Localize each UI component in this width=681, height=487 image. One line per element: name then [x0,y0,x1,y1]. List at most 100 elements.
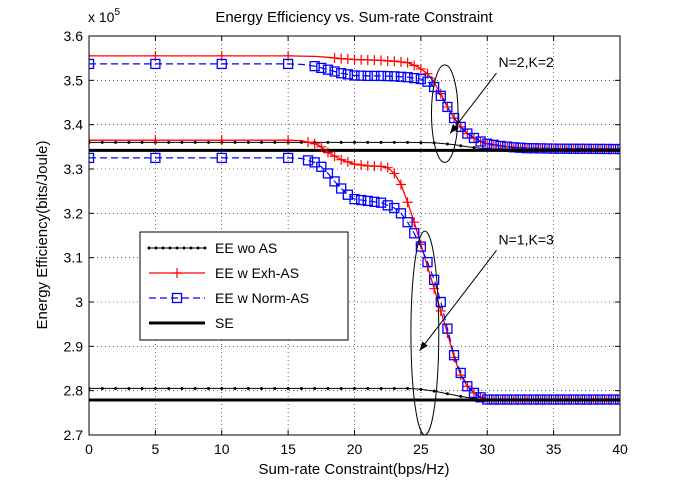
legend-marker [171,292,183,304]
series-marker [362,195,373,207]
series-marker [442,101,453,112]
series-marker [369,196,380,207]
series-marker [355,194,367,206]
series-marker [395,71,407,82]
legend-marker [147,246,151,250]
annotation-arrow [419,250,497,352]
legend-marker [168,246,172,250]
series-marker [409,72,420,84]
series-marker [329,151,340,162]
legend-marker [175,246,179,250]
series-marker [127,386,131,390]
series-marker [260,140,264,144]
x-tick-label: 30 [479,441,495,457]
series-marker [402,197,413,208]
series-marker [548,143,559,154]
series-marker [180,140,184,144]
series-marker [455,121,466,133]
series-marker [316,141,327,152]
series-marker [303,137,314,148]
series-marker [389,71,400,82]
chart-title: Energy Efficiency vs. Sum-rate Constrain… [215,9,493,26]
legend-label: SE [215,315,234,331]
series-marker [435,88,446,99]
series-marker [283,135,294,146]
series-marker [273,140,277,144]
series-marker [246,386,250,390]
series-marker [445,142,449,146]
series-marker [462,381,473,392]
x-tick-label: 0 [85,441,93,457]
legend-marker [203,246,207,250]
annotation-arrowhead [450,124,459,134]
series-marker [322,168,334,179]
series-marker [472,146,476,150]
series-marker [140,386,144,390]
legend-marker [172,268,182,278]
legend-label: EE wo AS [215,240,277,256]
legend-entry-0: EE wo AS [147,240,277,256]
series-marker [415,63,426,74]
series-marker [581,143,592,154]
legend-label: EE w Norm-AS [215,290,309,306]
y-multiplier: x 105 [88,7,120,25]
series-marker [366,386,370,390]
series-marker [89,58,95,70]
series-marker [216,58,227,70]
series-marker [114,386,118,390]
series-marker [448,112,460,124]
y-axis-label: Energy Efficiency(bits/Joule) [34,141,51,330]
series-marker [419,141,423,145]
legend-marker [182,246,186,250]
series-marker [349,193,360,205]
series-marker [462,381,473,392]
series-marker [449,352,460,363]
x-tick-label: 35 [546,441,562,457]
series-marker [216,152,227,164]
series-marker [114,140,118,144]
series-marker [389,168,400,179]
y-multiplier-base: x 10 [88,9,115,25]
series-marker [376,161,387,172]
series-marker [216,135,227,146]
y-tick-label: 2.7 [64,427,84,443]
series-marker [246,140,250,144]
series-marker [382,200,393,211]
series-marker [415,241,427,252]
legend-marker [161,246,165,250]
series-marker [167,140,171,144]
x-tick-label: 25 [413,441,429,457]
series-marker [392,140,396,144]
y-tick-label: 3 [75,294,83,310]
series-marker [299,140,303,144]
x-tick-label: 40 [612,441,628,457]
series-marker [409,60,420,71]
annotation-arrow [449,72,497,134]
series-marker [568,143,579,154]
series-marker [366,140,370,144]
series-marker [342,69,354,80]
series-marker [382,162,393,173]
series-marker [193,140,197,144]
series-marker [100,386,104,390]
series-layer [89,50,620,405]
series-marker [482,138,493,149]
series-marker [89,152,95,164]
series-marker [206,386,210,390]
series-marker [475,136,486,147]
x-tick-label: 20 [347,441,363,457]
legend-label: EE w Exh-AS [215,265,299,281]
series-marker [329,52,340,63]
series-marker [89,50,94,61]
series-marker [392,386,396,390]
y-tick-label: 2.9 [64,338,84,354]
series-marker [326,140,330,144]
series-marker [349,70,360,81]
series-marker [575,143,586,154]
series-marker [409,228,420,239]
legend-entry-1: EE w Exh-AS [149,265,299,281]
series-marker [435,90,446,101]
series-marker [395,179,406,190]
series-marker [389,56,400,67]
